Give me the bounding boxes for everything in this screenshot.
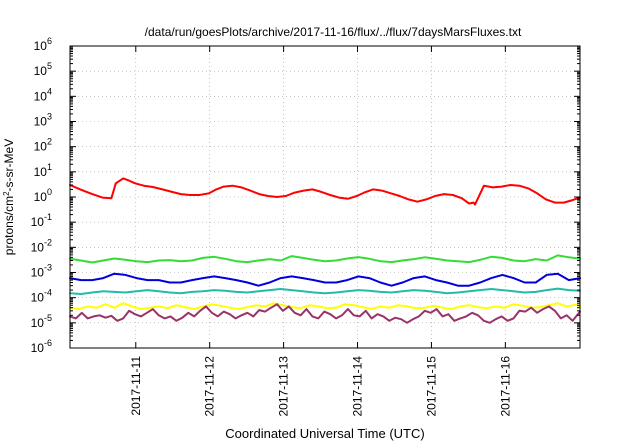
y-tick-label-base: 10 [34,190,48,204]
y-tick-label-base: 10 [34,39,48,53]
series-layer [69,177,581,324]
series-line-3 [69,272,581,287]
series-line-1 [69,177,581,206]
y-axis-label-sup: 2 [2,191,11,196]
x-tick-label: 2017-11-16 [498,356,512,417]
y-tick-label-exp: -6 [44,338,52,348]
y-tick-label: 104 [34,86,52,103]
x-tick-label: 2017-11-11 [129,356,143,416]
y-tick-label-exp: 6 [47,36,52,46]
plot-frame [69,45,581,349]
y-tick-label-base: 10 [31,291,45,305]
y-tick-label: 10-4 [31,288,52,305]
y-tick-label: 106 [34,36,52,53]
y-tick-label: 10-3 [31,263,52,280]
y-tick-label-exp: -5 [44,313,52,323]
y-tick-label-base: 10 [31,341,45,355]
y-tick-label-base: 10 [34,165,48,179]
y-tick-label: 10-6 [31,338,52,355]
y-tick-label-base: 10 [31,266,45,280]
series-line-4 [69,287,581,295]
y-axis-label-base: protons/cm [2,196,16,255]
y-tick-label: 105 [34,61,52,78]
chart-title: /data/run/goesPlots/archive/2017-11-16/f… [145,25,522,39]
series-line-5 [69,302,581,311]
y-tick-label-exp: -3 [44,263,52,273]
y-tick-label: 102 [34,137,52,154]
y-tick-label-exp: -4 [44,288,52,298]
series-line-2 [69,254,581,264]
y-tick-label: 101 [34,162,52,179]
y-tick-label-exp: 2 [47,137,52,147]
y-tick-label-base: 10 [34,115,48,129]
y-tick-label: 10-2 [31,237,52,254]
x-tick-label: 2017-11-14 [351,356,365,417]
y-axis-label: protons/cm2-s-sr-MeV [2,139,17,255]
y-axis-label-rest: -s-sr-MeV [2,139,16,192]
y-tick-label-exp: 0 [47,187,52,197]
y-tick-label-exp: 1 [47,162,52,172]
axis-layer: 10-610-510-410-310-210-11001011021031041… [31,36,581,417]
y-tick-label-exp: -1 [44,212,52,222]
y-tick-label: 103 [34,112,52,129]
y-tick-label-base: 10 [34,89,48,103]
y-tick-label-exp: 4 [47,86,52,96]
grid-layer [70,46,580,348]
y-tick-label-exp: 3 [47,112,52,122]
y-tick-label: 100 [34,187,52,204]
y-tick-label-base: 10 [31,240,45,254]
y-tick-label-exp: 5 [47,61,52,71]
series-line-6 [69,303,581,324]
y-tick-label-base: 10 [31,316,45,330]
x-tick-label: 2017-11-13 [277,356,291,417]
y-tick-label-exp: -2 [44,237,52,247]
y-tick-label-base: 10 [34,140,48,154]
x-tick-label: 2017-11-15 [424,356,438,417]
y-tick-label-base: 10 [34,64,48,78]
y-tick-label: 10-1 [31,212,52,229]
x-tick-label: 2017-11-12 [203,356,217,417]
y-tick-label: 10-5 [31,313,52,330]
x-axis-label: Coordinated Universal Time (UTC) [225,426,424,441]
y-tick-label-base: 10 [31,215,45,229]
